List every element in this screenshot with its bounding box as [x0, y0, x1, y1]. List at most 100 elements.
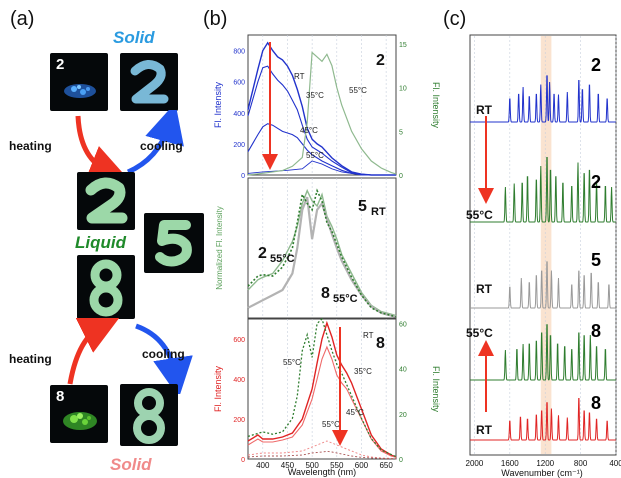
- middle-label-2-sub: 55°C: [270, 253, 295, 265]
- middle-ylabel: Normalized Fl. Intensity: [215, 206, 224, 290]
- top-right-tick: 10: [399, 86, 407, 93]
- panel-b-top-frame: [247, 34, 397, 176]
- top-series-line: [247, 123, 396, 176]
- bottom-label-55c-b: 55°C: [322, 420, 340, 429]
- heating-cooling-arrows-top: [75, 110, 184, 180]
- c-row-label-1: RT: [476, 103, 492, 117]
- bottom-right-tick: 20: [399, 412, 407, 419]
- panel-c-xlabel: Wavenumber (cm⁻¹): [501, 468, 582, 478]
- c-highlight-band: [540, 36, 552, 454]
- bottom-right-tick: 60: [399, 322, 407, 329]
- middle-series-line: [247, 188, 397, 317]
- c-row-label-2: 55°C: [466, 208, 493, 222]
- bottom-series-line: [247, 320, 397, 458]
- bottom-compound-label: 8: [376, 335, 385, 352]
- photo-2-label: 2: [56, 56, 65, 73]
- panel-b-xlabel: Wavelength (nm): [288, 467, 356, 477]
- middle-label-8: 8: [321, 285, 330, 302]
- c-spectrum-line: [470, 261, 616, 309]
- top-right-tick: 15: [399, 42, 407, 49]
- top-label-45c: 45°C: [300, 126, 318, 135]
- top-series-line: [247, 51, 397, 176]
- panel-label-c: (c): [443, 8, 467, 30]
- bottom-series-line: [247, 317, 397, 458]
- c-x-tick-label: 2000: [466, 459, 484, 468]
- c-x-tick-label: 1600: [501, 459, 519, 468]
- photo-2-liquid: [77, 172, 135, 230]
- solid-top-label: Solid: [113, 28, 155, 47]
- photo-8-solid-shape: [120, 384, 178, 446]
- bottom-series-line: [247, 440, 397, 460]
- panel-c-chart: 2000 1600 1200 800 400 Wavenumber (cm⁻¹): [466, 34, 621, 478]
- c-row-label-3: RT: [476, 282, 492, 296]
- c-spectrum-line: [470, 75, 616, 123]
- panel-c-arrows: [478, 116, 494, 412]
- top-ylabel-left: Fl. Intensity: [213, 81, 223, 128]
- top-label-55c-b: 55°C: [349, 86, 367, 95]
- b-x-tick-label: 550: [330, 461, 344, 470]
- bottom-left-tick: 600: [233, 337, 245, 344]
- bottom-label-rt: RT: [363, 331, 374, 340]
- c-x-tick-label: 800: [574, 459, 588, 468]
- bottom-ylabel-right: Fl. Intensity: [431, 366, 441, 413]
- photo-2-solid-powder: 2: [50, 53, 108, 111]
- c-x-tick-label: 1200: [536, 459, 554, 468]
- c-spectrum-line: [470, 324, 616, 381]
- middle-label-8-sub: 55°C: [333, 293, 358, 305]
- photo-5-liquid: [144, 213, 204, 273]
- solid-bottom-label: Solid: [110, 455, 152, 474]
- top-label-rt: RT: [294, 72, 305, 81]
- c-row-label-4: 55°C: [466, 326, 493, 340]
- b-x-tick-label: 650: [379, 461, 393, 470]
- top-left-tick: 200: [233, 142, 245, 149]
- b-x-tick-label: 400: [256, 461, 270, 470]
- c-compound-1: 2: [591, 55, 602, 75]
- top-series-line: [247, 160, 396, 176]
- top-right-tick: 5: [399, 129, 403, 136]
- cooling-label-top: cooling: [140, 139, 183, 153]
- c-x-tick-label: 400: [609, 459, 621, 468]
- c-row-label-5: RT: [476, 423, 492, 437]
- bottom-label-35c: 35°C: [354, 367, 372, 376]
- c-compound-2: 2: [591, 172, 602, 192]
- b-x-tick-label: 500: [305, 461, 319, 470]
- top-label-55c-a: 55°C: [306, 151, 324, 160]
- heating-cooling-arrows-bottom: [67, 318, 193, 394]
- bottom-left-tick: 200: [233, 417, 245, 424]
- panel-b-middle-frame: [247, 177, 397, 319]
- bottom-right-tick: 40: [399, 367, 407, 374]
- top-left-tick: 800: [233, 49, 245, 56]
- heating-label-top: heating: [9, 139, 52, 153]
- cooling-label-bottom: cooling: [142, 347, 185, 361]
- top-left-tick: 0: [241, 173, 245, 180]
- bottom-left-tick: 0: [241, 457, 245, 464]
- heating-label-bottom: heating: [9, 352, 52, 366]
- top-compound-label: 2: [376, 52, 385, 69]
- panel-label-a: (a): [10, 8, 35, 30]
- photo-8-liquid: [77, 255, 135, 319]
- bottom-right-tick: 0: [399, 457, 403, 464]
- bottom-label-55c-a: 55°C: [283, 358, 301, 367]
- middle-label-2: 2: [258, 245, 267, 262]
- top-label-35c: 35°C: [306, 91, 324, 100]
- b-x-tick-label: 450: [281, 461, 295, 470]
- bottom-label-45c: 45°C: [346, 408, 364, 417]
- bottom-series-line: [247, 345, 397, 458]
- photo-8-solid-powder: 8: [50, 385, 108, 443]
- bottom-series-line: [247, 450, 397, 460]
- liquid-label: Liquid: [75, 233, 126, 252]
- photo-8-label: 8: [56, 388, 65, 405]
- photo-2-solid-shape: [120, 53, 178, 111]
- top-left-tick: 600: [233, 80, 245, 87]
- c-compound-4: 8: [591, 321, 602, 341]
- top-ylabel-right: Fl. Intensity: [431, 82, 441, 129]
- bottom-ylabel-left: Fl. Intensity: [213, 365, 223, 412]
- top-right-tick: 0: [399, 173, 403, 180]
- b-x-tick-label: 600: [355, 461, 369, 470]
- panel-b-chart: 400 450 500 550 600 6508006004002000151050600…: [213, 34, 441, 477]
- middle-label-5: 5: [358, 198, 367, 215]
- top-left-tick: 400: [233, 111, 245, 118]
- panel-label-b: (b): [203, 8, 228, 30]
- c-spectrum-line: [470, 398, 616, 441]
- c-compound-5: 8: [591, 393, 602, 413]
